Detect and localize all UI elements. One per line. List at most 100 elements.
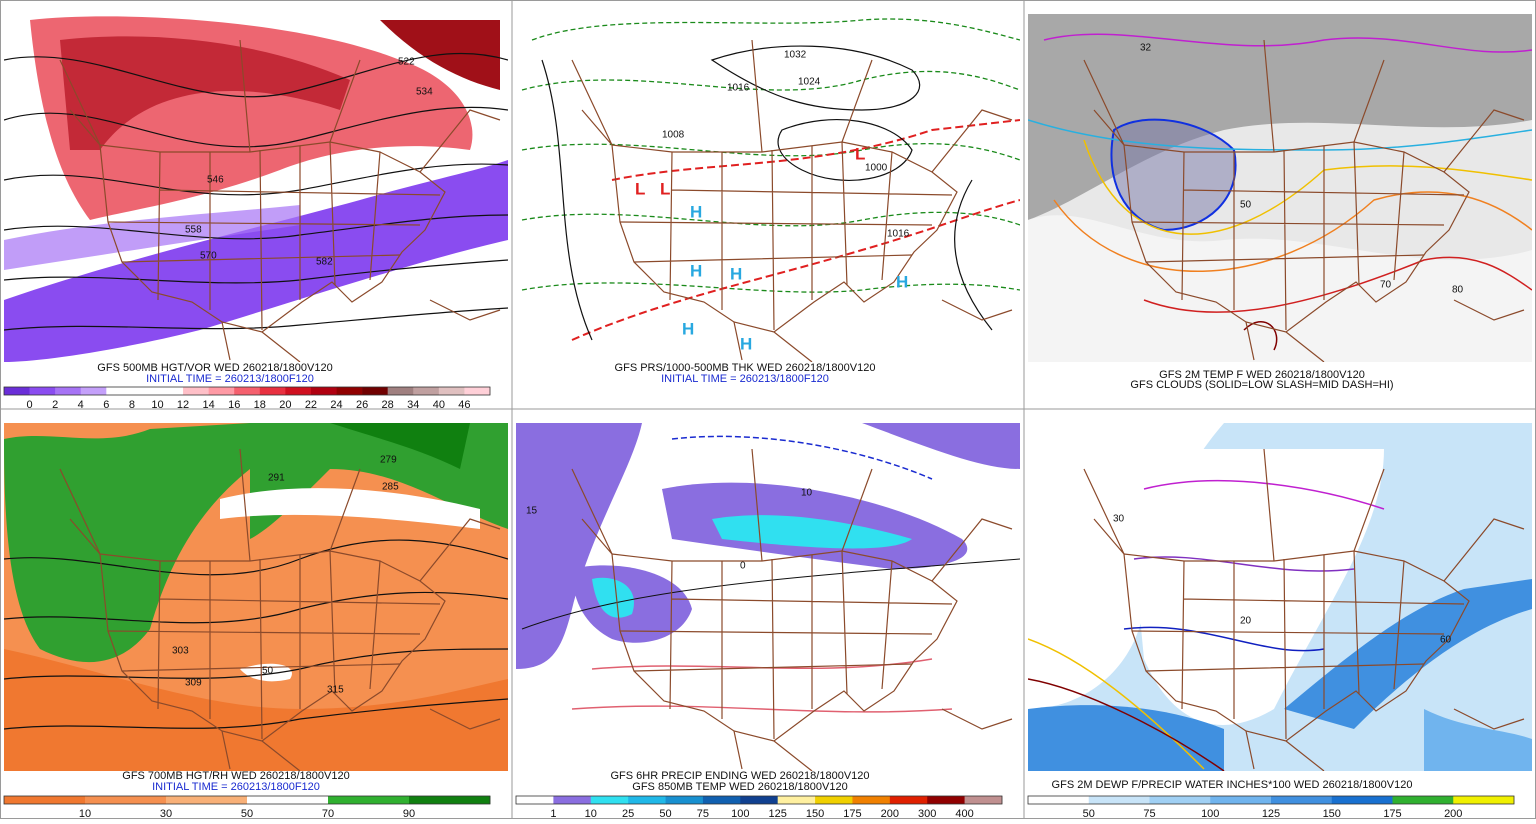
colorbar-swatch	[1210, 796, 1272, 804]
caption-sub: GFS 850MB TEMP WED 260218/1800V120	[632, 781, 847, 793]
low-marker: L	[855, 144, 865, 163]
colorbar-swatch	[247, 796, 329, 804]
colorbar-label: 34	[407, 399, 419, 411]
colorbar-frame	[3, 795, 491, 805]
contour-label: 279	[380, 455, 397, 466]
high-marker: H	[740, 334, 752, 353]
panel: 1032 1024 1016 1008 1000 1016 L L L H H …	[516, 14, 1020, 385]
colorbar-frame	[1027, 795, 1515, 805]
colorbar-label: 18	[254, 399, 266, 411]
contour-label: 309	[185, 678, 202, 689]
contour-label: 70	[1380, 280, 1392, 291]
caption-sub: GFS CLOUDS (SOLID=LOW SLASH=MID DASH=HI)	[1130, 379, 1393, 391]
colorbar-swatch	[166, 796, 248, 804]
colorbar-label: 50	[1083, 808, 1095, 819]
caption-sub: INITIAL TIME = 260213/1800F120	[146, 373, 314, 385]
contour-label: 1016	[887, 229, 910, 240]
colorbar: 0 2 4 6 8 10 12 14 16 18 20 22 24 26 28 34 40 46	[3, 386, 491, 411]
colorbar-label: 100	[731, 808, 749, 819]
colorbar-label: 20	[279, 399, 291, 411]
contour-label: 0	[740, 561, 746, 572]
colorbar-swatch	[4, 796, 86, 804]
colorbar: 10 30 50 70 90	[3, 795, 491, 820]
colorbar-swatch	[702, 796, 741, 804]
contour-label: 570	[200, 251, 217, 262]
low-marker: L	[660, 179, 670, 198]
caption: GFS 700MB HGT/RH WED 260218/1800V120	[122, 770, 349, 782]
colorbar-swatch	[409, 796, 491, 804]
contour-label: 546	[207, 175, 224, 186]
panel: 10 0 15 GFS 6HR PRECIP ENDING WED 260218…	[515, 423, 1020, 820]
colorbar-label: 6	[103, 399, 109, 411]
colorbar-label: 16	[228, 399, 240, 411]
colorbar-label: 25	[622, 808, 634, 819]
contour-label: 522	[398, 57, 415, 68]
colorbar-swatch	[328, 796, 410, 804]
colorbar-swatch	[1271, 796, 1333, 804]
high-marker: H	[682, 319, 694, 338]
colorbar-label: 24	[330, 399, 342, 411]
colorbar-frame	[515, 795, 1003, 805]
colorbar-label: 4	[78, 399, 84, 411]
colorbar-label: 400	[955, 808, 973, 819]
colorbar-label: 125	[769, 808, 787, 819]
colorbar-swatch	[852, 796, 891, 804]
colorbar-swatch	[590, 796, 629, 804]
colorbar-label: 150	[1323, 808, 1341, 819]
colorbar-label: 14	[203, 399, 215, 411]
contour-label: 1000	[865, 163, 888, 174]
high-marker: H	[896, 272, 908, 291]
colorbar-swatch	[777, 796, 816, 804]
colorbar-swatch	[464, 387, 491, 395]
contour-label: 315	[327, 685, 344, 696]
panel: 279 291 285 303 309 315 50 GFS 700MB HGT…	[3, 423, 508, 820]
colorbar-swatch	[1453, 796, 1515, 804]
map: 32 50 70 80	[1028, 14, 1532, 362]
colorbar-swatch	[29, 387, 56, 395]
colorbar-label: 40	[433, 399, 445, 411]
contour-label: 1032	[784, 50, 807, 61]
colorbar-label: 28	[382, 399, 394, 411]
colorbar-swatch	[628, 796, 666, 804]
contour-label: 80	[1452, 285, 1464, 296]
map: 10 0 15	[516, 423, 1020, 771]
contour-label: 303	[172, 646, 189, 657]
caption: GFS 2M TEMP F WED 260218/1800V120	[1159, 369, 1365, 381]
colorbar-swatch	[964, 796, 1003, 804]
colorbar-swatch	[234, 387, 261, 395]
contour-label: 50	[1240, 200, 1252, 211]
contour-label: 60	[1440, 635, 1452, 646]
colorbar-label: 200	[1444, 808, 1462, 819]
colorbar-swatch	[413, 387, 440, 395]
contour-label: 285	[382, 482, 399, 493]
high-marker: H	[690, 261, 702, 280]
colorbar-label: 300	[918, 808, 936, 819]
colorbar-swatch	[387, 387, 414, 395]
colorbar-label: 2	[52, 399, 58, 411]
colorbar-swatch	[362, 387, 388, 395]
colorbar-label: 90	[403, 808, 415, 819]
colorbar-swatch	[553, 796, 592, 804]
colorbar-swatch	[665, 796, 704, 804]
colorbar-swatch	[131, 387, 158, 395]
colorbar: 50 75 100 125 150 175 200	[1027, 795, 1515, 820]
colorbar-swatch	[1331, 796, 1393, 804]
colorbar-swatch	[1088, 796, 1150, 804]
colorbar-swatch	[183, 387, 209, 395]
colorbar-swatch	[815, 796, 853, 804]
colorbar-swatch	[157, 387, 184, 395]
colorbar-swatch	[85, 796, 167, 804]
colorbar-label: 70	[322, 808, 334, 819]
map: 30 20 60	[1028, 423, 1532, 771]
colorbar-label: 46	[458, 399, 470, 411]
colorbar-label: 50	[241, 808, 253, 819]
map: 522 534 546 558 570 582	[4, 14, 508, 362]
colorbar-label: 200	[881, 808, 899, 819]
colorbar-swatch	[285, 387, 312, 395]
colorbar-swatch	[208, 387, 235, 395]
low-marker: L	[635, 179, 645, 198]
colorbar-swatch	[4, 387, 30, 395]
colorbar-label: 125	[1262, 808, 1280, 819]
